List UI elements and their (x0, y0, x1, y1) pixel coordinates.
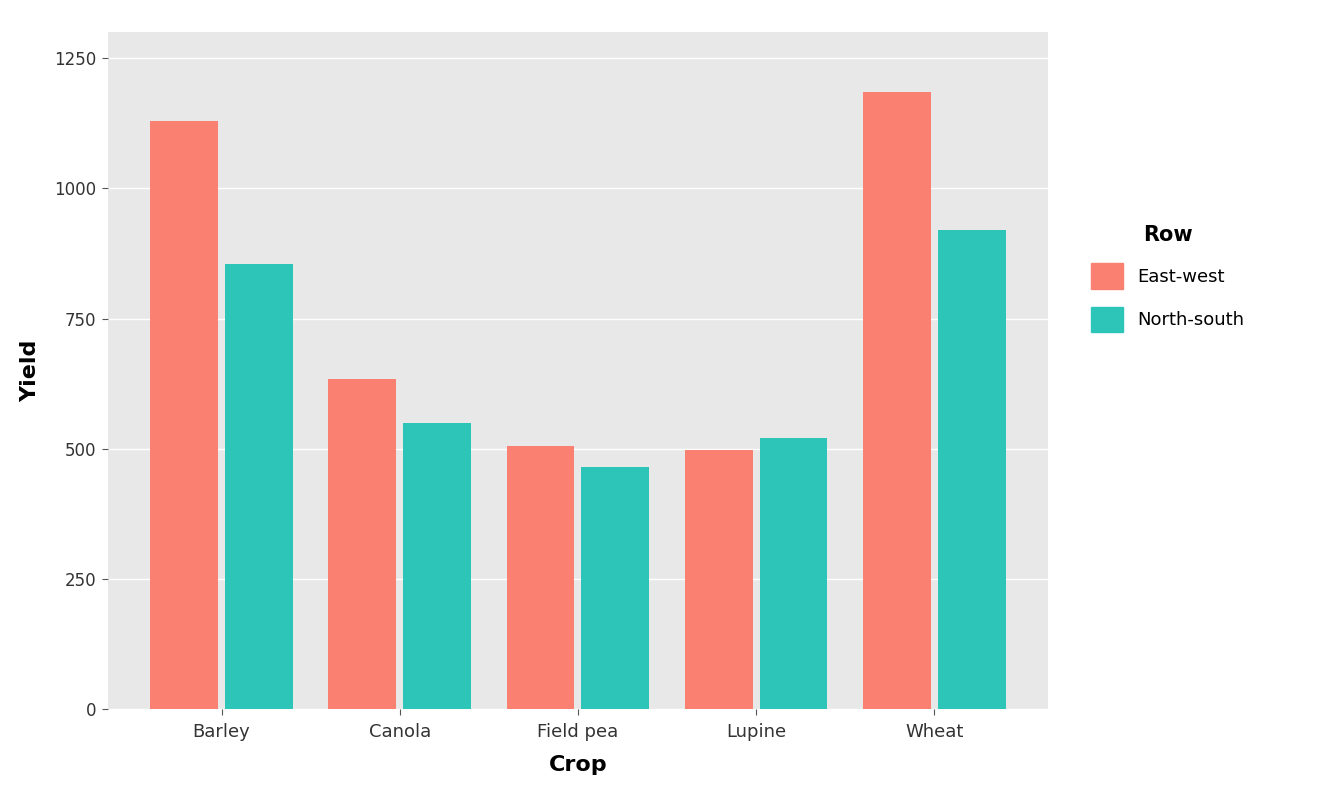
Bar (685, 450, 753, 709)
Bar (403, 423, 470, 709)
Bar (507, 447, 574, 709)
X-axis label: Crop: Crop (548, 755, 607, 775)
Legend: East-west, North-south: East-west, North-south (1077, 210, 1259, 347)
Bar (328, 379, 396, 709)
Bar (759, 438, 828, 709)
Bar (863, 92, 930, 709)
Bar (582, 467, 649, 709)
Bar (151, 121, 218, 709)
Bar (224, 264, 293, 709)
Y-axis label: Yield: Yield (20, 339, 40, 402)
Bar (938, 231, 1005, 709)
